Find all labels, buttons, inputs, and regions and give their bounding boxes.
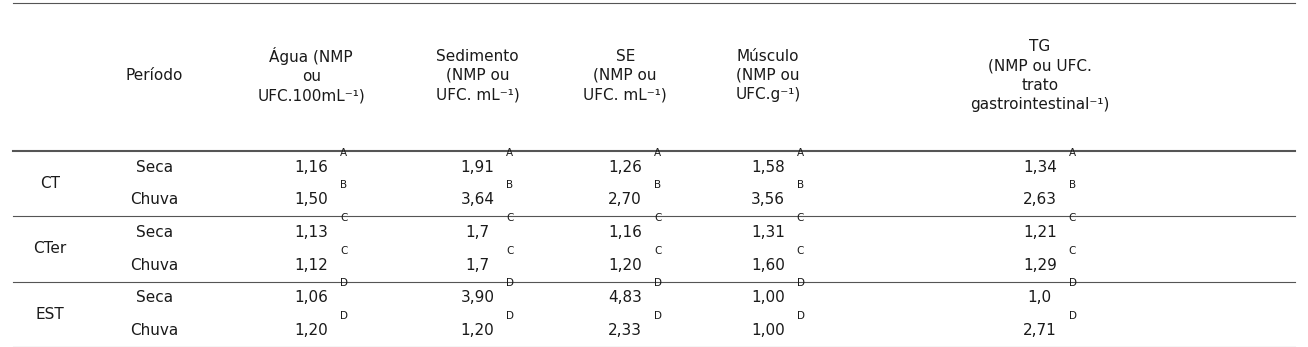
Text: CTer: CTer [33, 242, 67, 256]
Text: 1,58: 1,58 [751, 160, 785, 175]
Text: SE
(NMP ou
UFC. mL⁻¹): SE (NMP ou UFC. mL⁻¹) [583, 49, 667, 102]
Text: 1,00: 1,00 [751, 323, 785, 338]
Text: C: C [506, 246, 514, 256]
Text: 3,64: 3,64 [460, 193, 494, 208]
Text: 1,91: 1,91 [460, 160, 494, 175]
Text: 1,50: 1,50 [294, 193, 328, 208]
Text: A: A [797, 147, 803, 158]
Text: B: B [797, 180, 803, 190]
Text: B: B [506, 180, 513, 190]
Text: 2,70: 2,70 [608, 193, 642, 208]
Text: 1,31: 1,31 [751, 225, 785, 240]
Text: 1,21: 1,21 [1023, 225, 1057, 240]
Text: C: C [340, 213, 348, 223]
Text: TG
(NMP ou UFC.
trato
gastrointestinal⁻¹): TG (NMP ou UFC. trato gastrointestinal⁻¹… [971, 39, 1109, 112]
Text: 1,26: 1,26 [608, 160, 642, 175]
Text: 3,56: 3,56 [751, 193, 785, 208]
Text: A: A [506, 147, 513, 158]
Text: 1,06: 1,06 [294, 290, 328, 305]
Text: 1,20: 1,20 [608, 258, 642, 273]
Text: 1,7: 1,7 [466, 225, 489, 240]
Text: D: D [1069, 278, 1076, 288]
Text: C: C [340, 246, 348, 256]
Text: 2,63: 2,63 [1023, 193, 1057, 208]
Text: Seca: Seca [136, 290, 173, 305]
Text: C: C [797, 213, 804, 223]
Text: 1,16: 1,16 [294, 160, 328, 175]
Text: A: A [1069, 147, 1075, 158]
Text: Período: Período [126, 68, 183, 83]
Text: A: A [340, 147, 347, 158]
Text: 4,83: 4,83 [608, 290, 642, 305]
Text: B: B [340, 180, 347, 190]
Text: Chuva: Chuva [131, 193, 178, 208]
Text: 1,00: 1,00 [751, 290, 785, 305]
Text: D: D [654, 278, 662, 288]
Text: Chuva: Chuva [131, 323, 178, 338]
Text: EST: EST [35, 307, 64, 322]
Text: 1,20: 1,20 [460, 323, 494, 338]
Text: 1,12: 1,12 [294, 258, 328, 273]
Text: C: C [1069, 246, 1076, 256]
Text: 1,29: 1,29 [1023, 258, 1057, 273]
Text: Seca: Seca [136, 160, 173, 175]
Text: 1,16: 1,16 [608, 225, 642, 240]
Text: CT: CT [39, 176, 60, 191]
Text: C: C [1069, 213, 1076, 223]
Text: Chuva: Chuva [131, 258, 178, 273]
Text: 3,90: 3,90 [460, 290, 494, 305]
Text: A: A [654, 147, 661, 158]
Text: Seca: Seca [136, 225, 173, 240]
Text: Músculo
(NMP ou
UFC.g⁻¹): Músculo (NMP ou UFC.g⁻¹) [735, 49, 800, 102]
Text: C: C [654, 213, 662, 223]
Text: D: D [340, 278, 348, 288]
Text: Sedimento
(NMP ou
UFC. mL⁻¹): Sedimento (NMP ou UFC. mL⁻¹) [436, 49, 519, 102]
Text: C: C [506, 213, 514, 223]
Text: D: D [506, 278, 514, 288]
Text: 2,33: 2,33 [608, 323, 642, 338]
Text: D: D [340, 311, 348, 321]
Text: D: D [797, 311, 804, 321]
Text: D: D [506, 311, 514, 321]
Text: 1,34: 1,34 [1023, 160, 1057, 175]
Text: C: C [654, 246, 662, 256]
Text: B: B [1069, 180, 1075, 190]
Text: 1,13: 1,13 [294, 225, 328, 240]
Text: 1,60: 1,60 [751, 258, 785, 273]
Text: 2,71: 2,71 [1023, 323, 1057, 338]
Text: Água (NMP
ou
UFC.100mL⁻¹): Água (NMP ou UFC.100mL⁻¹) [258, 47, 365, 104]
Text: D: D [1069, 311, 1076, 321]
Text: C: C [797, 246, 804, 256]
Text: B: B [654, 180, 661, 190]
Text: 1,0: 1,0 [1028, 290, 1052, 305]
Text: 1,20: 1,20 [294, 323, 328, 338]
Text: 1,7: 1,7 [466, 258, 489, 273]
Text: D: D [797, 278, 804, 288]
Text: D: D [654, 311, 662, 321]
